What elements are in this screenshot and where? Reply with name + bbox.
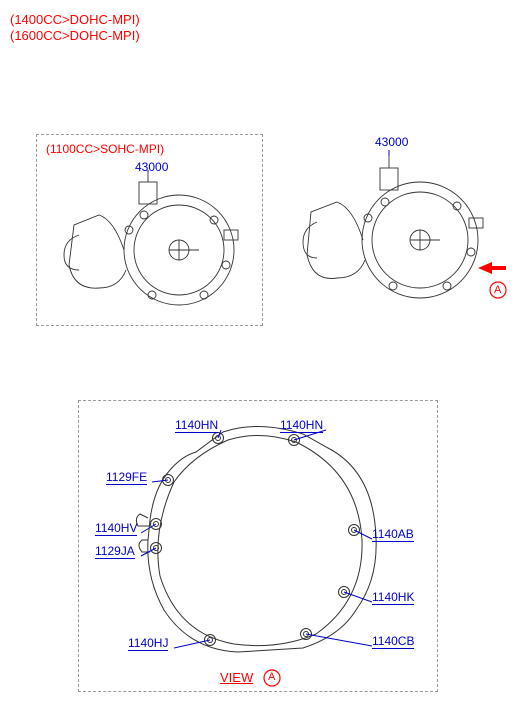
bolt-label[interactable]: 1140HJ <box>128 636 168 651</box>
bolt-label[interactable]: 1140CB <box>372 634 414 649</box>
part-label-43000-right[interactable]: 43000 <box>375 135 408 149</box>
view-a-title-prefix: VIEW <box>220 670 253 685</box>
transmission-illustration-left <box>44 170 254 320</box>
bolt-label[interactable]: 1140HV <box>95 521 137 536</box>
group-subtitle: (1100CC>SOHC-MPI) <box>46 142 164 156</box>
leader-line <box>172 638 212 650</box>
view-a-title-marker: A <box>268 671 275 683</box>
bolt-label[interactable]: 1129FE <box>106 470 147 485</box>
bolt-label[interactable]: 1140HK <box>372 590 414 605</box>
view-marker-a: A <box>494 284 501 296</box>
leader-line <box>304 632 374 648</box>
bolt-label[interactable]: 1129JA <box>95 544 135 559</box>
transmission-illustration-right <box>285 150 505 320</box>
leader-line <box>139 522 158 535</box>
leader-line <box>342 590 374 604</box>
leader-line <box>150 478 170 484</box>
header-line1: (1400CC>DOHC-MPI) <box>10 12 140 27</box>
bolt-label[interactable]: 1140AB <box>372 527 414 542</box>
leader-line <box>139 546 158 558</box>
bolt-label[interactable]: 1140HN <box>175 418 218 433</box>
header-line2: (1600CC>DOHC-MPI) <box>10 28 140 43</box>
bolt-label[interactable]: 1140HN <box>280 418 323 433</box>
view-marker-arrow <box>478 260 508 280</box>
leader-line <box>352 528 374 541</box>
